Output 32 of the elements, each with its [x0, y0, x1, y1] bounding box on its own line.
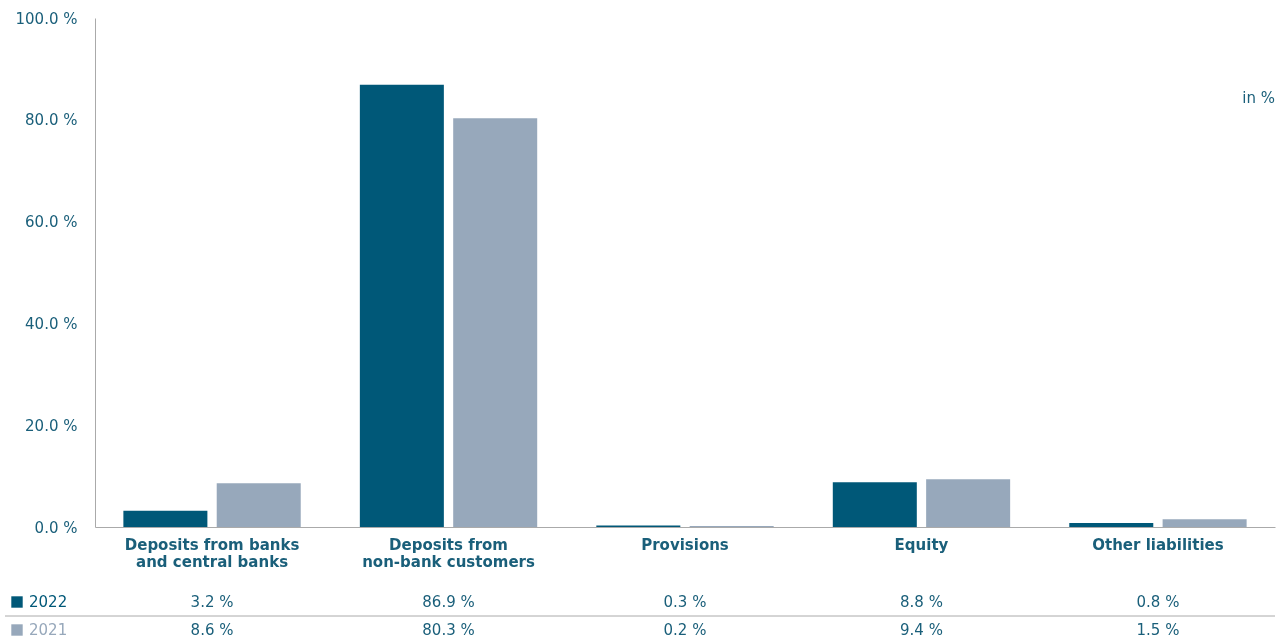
bar	[216, 483, 301, 527]
legend-label: 2021	[29, 621, 68, 639]
y-tick-label: 100.0 %	[15, 9, 78, 28]
data-label: 0.2 %	[663, 621, 707, 639]
data-label: 0.8 %	[1136, 593, 1180, 611]
x-tick-label: Deposits from non-bank customers	[362, 535, 535, 571]
y-tick-label: 60.0 %	[25, 213, 78, 232]
annotation: in %	[1242, 89, 1275, 107]
data-label: 1.5 %	[1136, 621, 1180, 639]
x-tick-label: Provisions	[641, 535, 729, 554]
bar	[1162, 519, 1247, 527]
data-label: 9.4 %	[900, 621, 943, 639]
x-tick-label: Equity	[894, 535, 949, 554]
legend-label: 2022	[29, 593, 68, 611]
y-tick-label: 20.0 %	[25, 416, 78, 435]
data-label: 8.6 %	[190, 621, 234, 639]
x-tick-label: Other liabilities	[1092, 535, 1224, 554]
bar	[359, 84, 444, 527]
x-tick-label: Deposits from banks and central banks	[124, 535, 300, 571]
data-label: 8.8 %	[900, 593, 943, 611]
data-label: 86.9 %	[422, 593, 475, 611]
y-tick-label: 80.0 %	[25, 111, 78, 130]
bar	[123, 510, 208, 527]
bar	[832, 482, 917, 527]
data-label: 0.3 %	[663, 593, 707, 611]
data-label: 3.2 %	[190, 593, 234, 611]
bar	[453, 118, 538, 527]
bar	[926, 479, 1011, 527]
data-label: 80.3 %	[422, 621, 475, 639]
y-tick-label: 40.0 %	[25, 314, 78, 333]
y-tick-label: 0.0 %	[34, 518, 78, 537]
bar	[1069, 522, 1154, 527]
